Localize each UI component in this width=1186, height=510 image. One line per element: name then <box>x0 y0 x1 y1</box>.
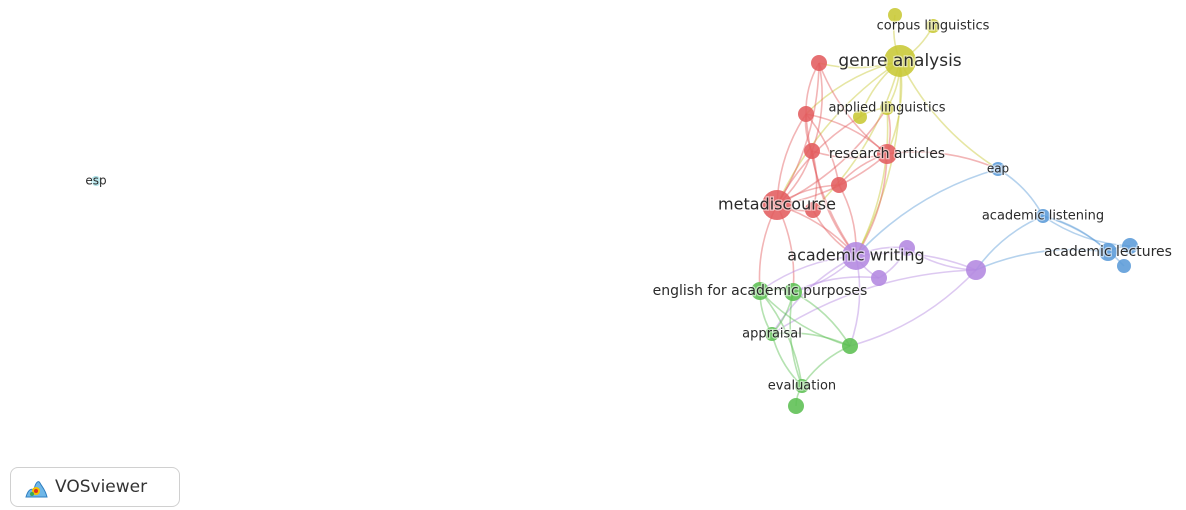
node-research-articles[interactable] <box>877 144 897 164</box>
vosviewer-logo-text: VOSviewer <box>55 477 148 497</box>
node-red-top[interactable] <box>811 55 827 71</box>
node-green-b[interactable] <box>842 338 858 354</box>
network-link <box>771 269 977 335</box>
network-link <box>1042 215 1125 267</box>
node-yellow-small[interactable] <box>853 110 867 124</box>
network-link <box>899 60 999 170</box>
label-academic-listening: academic listening <box>982 209 1104 224</box>
node-academic-writing[interactable] <box>842 242 870 270</box>
node-esp[interactable] <box>91 176 101 186</box>
vosviewer-logo-icon <box>25 481 48 498</box>
node-green-a[interactable] <box>784 283 802 301</box>
network-link <box>805 113 857 257</box>
node-purple-b[interactable] <box>871 270 887 286</box>
network-link <box>1042 215 1131 247</box>
node-applied-linguistics[interactable] <box>880 101 894 115</box>
label-corpus-linguistics: corpus linguistics <box>877 19 990 34</box>
network-link <box>776 60 901 206</box>
node-eap[interactable] <box>991 162 1005 176</box>
label-academic-lectures: academic lectures <box>1044 244 1172 260</box>
label-metadiscourse: metadiscourse <box>718 195 836 214</box>
label-genre-analysis: genre analysis <box>838 51 961 71</box>
node-academic-lectures[interactable] <box>1099 243 1117 261</box>
node-red-b[interactable] <box>804 143 820 159</box>
network-link <box>811 62 823 152</box>
label-research-articles: research articles <box>829 146 945 162</box>
network-link <box>855 107 889 257</box>
network-link <box>812 60 901 211</box>
node-genre-analysis[interactable] <box>884 45 916 77</box>
network-link <box>759 290 851 347</box>
node-academic-listening[interactable] <box>1036 209 1050 223</box>
node-red-c[interactable] <box>831 177 847 193</box>
node-appraisal[interactable] <box>765 327 779 341</box>
label-english-for-academic-purposes: english for academic purposes <box>653 283 868 299</box>
node-red-d[interactable] <box>805 202 821 218</box>
vosviewer-logo-button[interactable]: VOSviewer <box>10 467 180 507</box>
label-layer: esp corpus linguistics genre analysis appli… <box>84 17 1173 395</box>
label-academic-writing: academic writing <box>787 246 924 265</box>
label-appraisal: appraisal <box>742 327 802 342</box>
label-evaluation: evaluation <box>768 379 836 394</box>
node-green-c[interactable] <box>788 398 804 414</box>
label-eap: eap <box>987 162 1009 176</box>
network-link <box>759 290 803 387</box>
node-blue-b[interactable] <box>1117 259 1131 273</box>
network-link <box>818 62 888 155</box>
network-link <box>776 107 888 206</box>
node-corpus-linguistics[interactable] <box>926 19 940 33</box>
node-metadiscourse[interactable] <box>762 190 792 220</box>
node-purple-c[interactable] <box>966 260 986 280</box>
network-link <box>849 269 977 347</box>
node-evaluation[interactable] <box>795 379 809 393</box>
node-red-a[interactable] <box>798 106 814 122</box>
network-link <box>789 291 803 387</box>
network-link <box>855 168 999 257</box>
label-applied-linguistics: applied linguistics <box>828 101 945 116</box>
network-link <box>886 151 999 170</box>
network-link <box>776 62 820 206</box>
node-layer <box>91 8 1138 414</box>
node-corpus-top[interactable] <box>888 8 902 22</box>
network-link <box>975 248 1109 271</box>
label-esp: esp <box>85 174 106 188</box>
node-english-for-academic-purposes[interactable] <box>751 282 769 300</box>
node-purple-a[interactable] <box>899 240 915 256</box>
network-link <box>975 215 1044 271</box>
node-blue-a[interactable] <box>1122 238 1138 254</box>
